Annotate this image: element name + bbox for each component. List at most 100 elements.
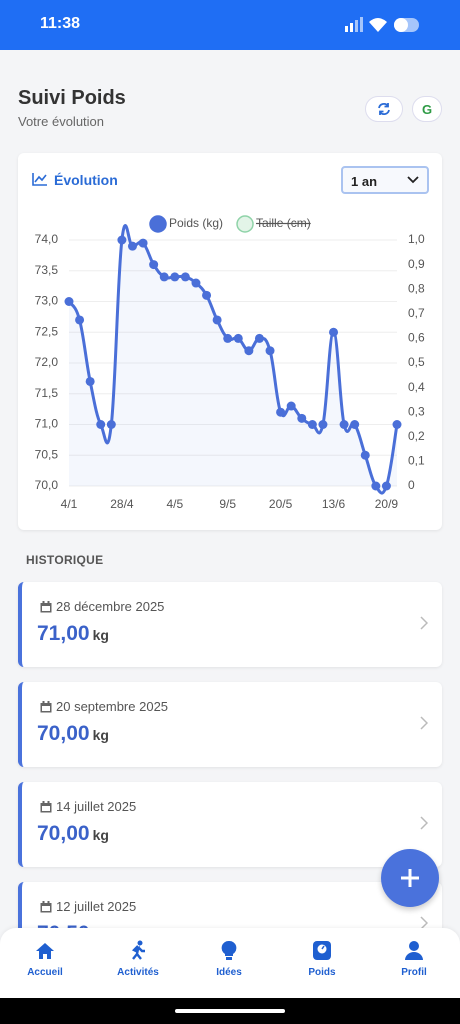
y-tick-label: 71,0 [35,417,59,431]
refresh-icon [378,103,390,115]
y2-tick-label: 1,0 [408,232,425,246]
chart-card-title: Évolution [54,172,118,188]
refresh-button[interactable] [365,96,403,122]
data-point [339,420,349,429]
data-point [276,407,286,417]
history-entry[interactable]: 28 décembre 2025 71,00 kg [18,582,442,667]
y2-tick-label: 0,5 [408,355,425,369]
history-entry[interactable]: 14 juillet 2025 70,00 kg [18,782,442,867]
data-point [64,297,74,306]
y-tick-label: 70,5 [35,447,59,461]
y-tick-label: 73,5 [35,263,59,277]
chevron-path [420,716,428,730]
nav-item[interactable]: Profil [374,940,454,978]
x-tick-label: 20/9 [375,497,399,511]
nav-label: Idées [216,967,242,978]
y2-tick-label: 0,9 [408,257,425,271]
x-tick-label: 13/6 [322,497,346,511]
google-button[interactable]: G [412,96,442,122]
chevron-path [420,916,428,930]
nav-item[interactable]: Poids [282,940,362,978]
y2-tick-label: 0,3 [408,404,425,418]
nav-label: Activités [117,967,159,978]
clock: 11:38 [40,15,81,32]
y2-tick-label: 0,6 [408,331,425,345]
plus-icon [401,869,419,887]
y2-tick-label: 0,7 [408,306,425,320]
nav-item[interactable]: Idées [189,940,269,978]
data-point [117,235,127,245]
series-area [69,225,397,494]
data-point [360,450,370,460]
data-point [149,260,159,270]
data-point [106,420,116,429]
calendar-icon [40,700,52,712]
nav-label: Accueil [27,967,63,978]
data-point [212,315,222,325]
period-select[interactable]: 1 an [341,166,429,194]
data-point [381,481,391,491]
x-tick-label: 28/4 [110,497,134,511]
data-point [244,346,254,356]
x-tick-label: 4/1 [61,497,78,511]
nav-item[interactable]: Activités [98,940,178,978]
entry-date-row: 28 décembre 2025 [40,599,164,614]
y-tick-label: 70,0 [35,478,59,492]
status-bar: 11:38 [0,0,460,50]
y2-tick-label: 0,8 [408,281,425,295]
calendar-icon [40,600,52,612]
y2-tick-label: 0,2 [408,429,425,443]
nav-icon [313,941,331,960]
chevron-icon [420,916,428,930]
bottom-nav: Accueil Activités Idées Poids Profil [0,928,460,998]
data-point [75,315,85,325]
calendar-icon [40,900,52,912]
data-point [307,420,317,429]
entry-date: 14 juillet 2025 [56,799,137,814]
nav-label: Profil [401,967,427,978]
data-point [138,238,148,248]
entry-value-row: 70,00 kg [37,722,109,746]
entry-value-row: 71,00 kg [37,622,109,646]
add-button[interactable] [381,849,439,907]
page-title: Suivi Poids [18,87,126,109]
chevron-path [420,816,428,830]
chevron-icon [420,616,428,630]
y-tick-label: 71,5 [35,386,59,400]
legend-swatch [149,215,167,233]
entry-unit: kg [92,627,109,643]
legend-swatch [236,215,254,233]
legend-label: Poids (kg) [169,216,223,230]
data-point [318,420,328,429]
entry-unit: kg [92,727,109,743]
y2-tick-label: 0,1 [408,454,425,468]
y-tick-label: 74,0 [35,232,59,246]
nav-icon [405,941,423,960]
data-point [191,278,201,288]
entry-value: 70,00 [37,822,90,845]
data-point [202,290,212,300]
calendar-icon [40,800,52,812]
entry-date-row: 14 juillet 2025 [40,799,136,814]
nav-label: Poids [308,967,336,978]
data-point [350,420,360,429]
chevron-path [420,616,428,630]
data-point [254,333,264,343]
data-point [329,327,339,337]
data-point [127,241,137,251]
data-point [297,413,307,423]
system-bar [0,998,460,1024]
history-entry[interactable]: 20 septembre 2025 70,00 kg [18,682,442,767]
x-tick-label: 4/5 [166,497,183,511]
x-tick-label: 20/5 [269,497,293,511]
nav-icon [221,940,237,960]
chart-icon [32,173,47,186]
legend-label: Taille (cm) [256,216,311,230]
y-tick-label: 73,0 [35,294,59,308]
nav-item[interactable]: Accueil [5,940,85,978]
entry-date: 28 décembre 2025 [56,599,165,614]
entry-value: 71,00 [37,622,90,645]
period-value: 1 an [351,174,378,189]
nav-icon [36,943,54,959]
